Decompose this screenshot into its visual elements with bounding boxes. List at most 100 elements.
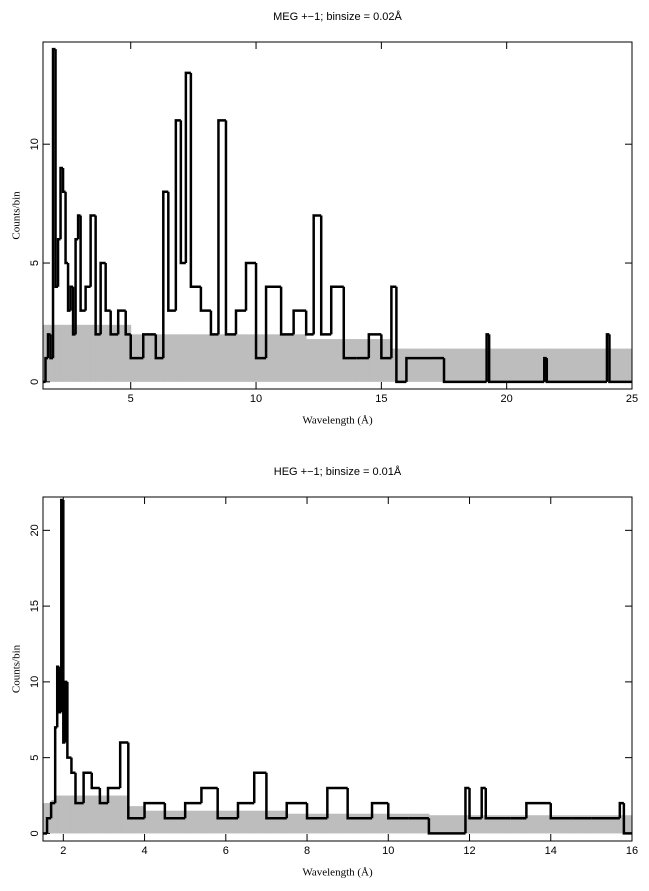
count-step <box>71 286 76 336</box>
error-band <box>85 324 92 382</box>
count-step <box>370 801 389 819</box>
count-step <box>106 786 121 804</box>
error-band <box>368 339 382 382</box>
error-band <box>225 334 237 382</box>
x-tick-label: 16 <box>626 845 638 857</box>
error-band <box>293 334 307 382</box>
y-tick-label: 5 <box>29 755 41 761</box>
error-band <box>60 324 64 382</box>
error-band <box>550 815 572 834</box>
plot-frame <box>42 41 633 390</box>
x-tick-label: 10 <box>250 393 262 405</box>
count-step <box>116 309 126 335</box>
count-step <box>174 119 181 311</box>
error-band <box>235 334 247 382</box>
error-band <box>70 324 74 382</box>
count-step <box>90 772 100 790</box>
error-band <box>43 324 47 382</box>
count-step <box>62 500 66 744</box>
error-band <box>591 815 621 834</box>
count-step <box>69 285 74 311</box>
y-tick-label: 5 <box>29 260 41 266</box>
count-step <box>94 215 101 336</box>
error-band <box>95 324 102 382</box>
count-step <box>74 772 84 805</box>
count-step <box>265 772 287 820</box>
error-band <box>428 815 466 834</box>
error-band <box>110 324 119 382</box>
count-step <box>217 119 226 335</box>
x-tick-label: 10 <box>382 845 394 857</box>
error-band <box>61 795 64 834</box>
count-step <box>143 801 165 819</box>
error-band <box>489 348 545 382</box>
count-step <box>342 286 357 360</box>
error-band <box>571 815 592 834</box>
y-axis-label: Counts/bin <box>11 191 23 240</box>
count-step <box>487 334 545 384</box>
y-tick-label: 15 <box>29 600 41 612</box>
error-band <box>91 795 101 834</box>
y-tick-label: 0 <box>29 379 41 385</box>
error-band <box>546 348 608 382</box>
count-step <box>224 120 236 336</box>
error-band <box>164 810 186 834</box>
error-band <box>163 334 169 382</box>
count-step <box>44 356 49 382</box>
count-step <box>109 310 119 336</box>
count-step <box>64 191 69 265</box>
error-band <box>51 800 56 834</box>
error-band <box>331 339 345 382</box>
count-step <box>525 801 551 819</box>
count-step <box>305 803 328 820</box>
y-tick-label: 20 <box>29 524 41 536</box>
error-band <box>210 334 219 382</box>
chart-title: HEG +−1; binsize = 0.01Å <box>274 465 402 478</box>
count-step <box>405 356 432 382</box>
count-step <box>484 787 511 820</box>
error-band <box>100 324 107 382</box>
error-band <box>218 334 227 382</box>
x-tick-label: 2 <box>60 845 66 857</box>
error-band <box>609 348 633 382</box>
count-step <box>304 310 314 336</box>
error-band <box>406 348 432 382</box>
x-tick-label: 12 <box>463 845 475 857</box>
error-band <box>75 324 79 382</box>
error-band <box>125 324 132 382</box>
error-band <box>200 334 212 382</box>
error-band <box>381 339 392 382</box>
count-step <box>199 286 211 312</box>
error-band <box>266 810 288 834</box>
error-band <box>388 813 410 834</box>
error-band <box>190 334 202 382</box>
error-band <box>180 334 187 382</box>
count-step <box>142 333 156 359</box>
count-step <box>179 120 186 265</box>
error-band <box>347 813 373 834</box>
count-step <box>167 191 176 312</box>
count-step <box>395 286 407 384</box>
error-band <box>372 813 389 834</box>
error-band <box>246 334 257 382</box>
error-band <box>266 334 282 382</box>
count-step <box>209 310 219 336</box>
x-tick-label: 6 <box>223 845 229 857</box>
error-band <box>58 324 62 382</box>
count-step <box>480 786 486 819</box>
error-band <box>80 324 87 382</box>
error-band <box>526 815 552 834</box>
error-band <box>307 813 328 834</box>
error-band <box>237 810 255 834</box>
error-band <box>431 348 445 382</box>
count-step <box>346 787 373 820</box>
error-band <box>90 324 97 382</box>
error-band <box>107 795 121 834</box>
error-band <box>57 795 60 834</box>
count-step <box>163 803 186 820</box>
count-step <box>129 334 144 360</box>
error-band <box>408 813 430 834</box>
error-band <box>68 324 72 382</box>
count-step <box>292 309 307 335</box>
count-step <box>154 334 164 360</box>
